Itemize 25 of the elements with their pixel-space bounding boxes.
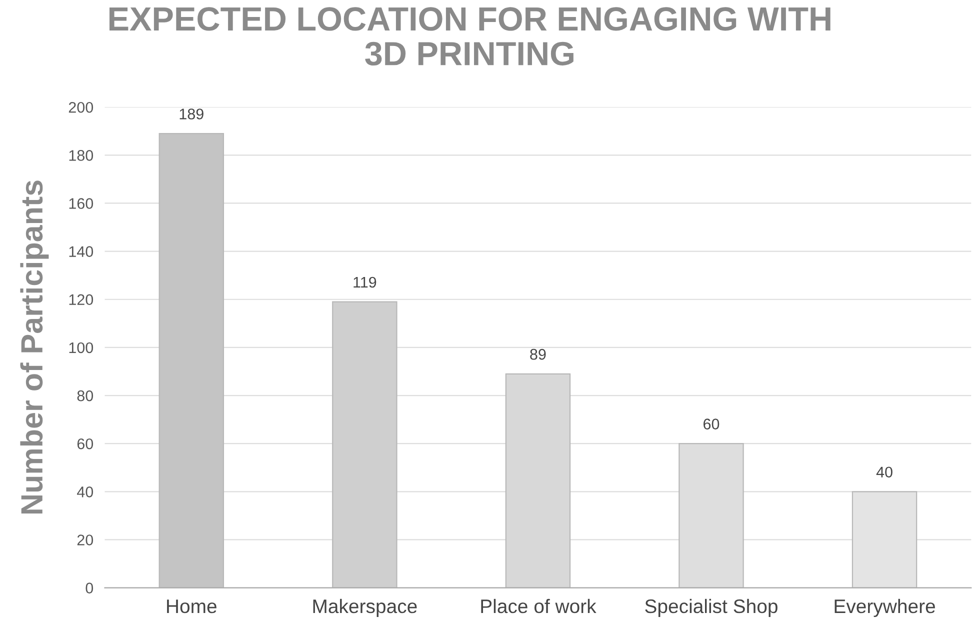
data-label: 189 bbox=[180, 108, 204, 120]
y-tick-label: 180 bbox=[69, 150, 94, 161]
chart-title: EXPECTED LOCATION FOR ENGAGING WITH 3D PRINTING bbox=[109, 7, 830, 66]
data-label: 60 bbox=[704, 418, 720, 430]
y-tick-label: 100 bbox=[69, 342, 94, 354]
data-label: 119 bbox=[354, 276, 376, 288]
y-tick-label: 0 bbox=[86, 582, 94, 594]
x-tick-label: Specialist Shop bbox=[645, 598, 778, 618]
data-label: 40 bbox=[876, 466, 892, 478]
bar bbox=[158, 132, 224, 588]
y-tick-label: 40 bbox=[77, 486, 94, 498]
y-axis-title: Number of Participants bbox=[20, 180, 49, 514]
y-tick-label: 60 bbox=[77, 438, 94, 450]
y-tick-label: 200 bbox=[68, 102, 94, 113]
data-label: 89 bbox=[530, 348, 546, 360]
y-tick-label: 120 bbox=[69, 294, 94, 306]
bar bbox=[332, 301, 398, 588]
x-tick-label: Everywhere bbox=[834, 598, 935, 618]
y-tick-label: 20 bbox=[77, 534, 94, 546]
x-tick-label: Place of work bbox=[481, 598, 596, 614]
x-tick-label: Makerspace bbox=[313, 598, 417, 618]
y-tick-label: 140 bbox=[69, 246, 94, 257]
y-tick-label: 160 bbox=[69, 198, 94, 209]
y-tick-label: 80 bbox=[77, 390, 94, 402]
x-tick-label: Home bbox=[167, 600, 216, 614]
